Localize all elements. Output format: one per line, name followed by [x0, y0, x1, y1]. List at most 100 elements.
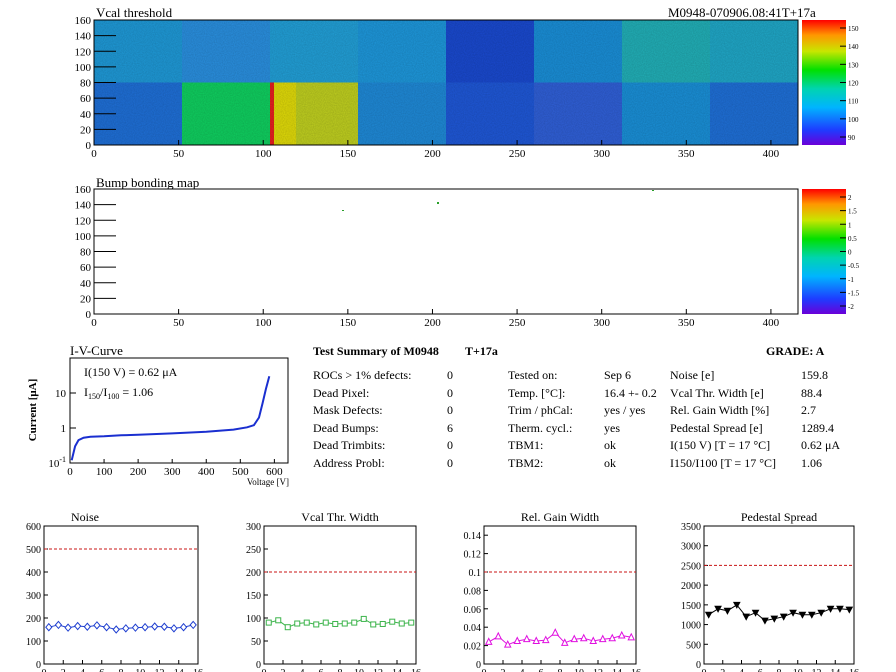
summary-label: TBM2:	[508, 455, 544, 470]
data-point	[532, 636, 541, 644]
palette-tick-label: 150	[848, 25, 859, 33]
x-tick-label: 300	[593, 317, 610, 329]
summary-value: Sep 6	[604, 368, 631, 382]
x-tick-label: 2	[61, 668, 66, 672]
x-tick-label: 2	[281, 668, 286, 672]
data-point	[826, 605, 835, 613]
palette-tick-label: 90	[848, 134, 856, 142]
x-tick-label: 12	[373, 668, 383, 672]
x-tick-label: 14	[830, 668, 840, 672]
bump-map-title: Bump bonding map	[96, 175, 200, 190]
summary-value: ok	[604, 438, 616, 452]
summary-label: Dead Trimbits:	[313, 438, 386, 452]
y-tick-label: 0	[476, 660, 481, 671]
x-tick-label: 6	[99, 668, 104, 672]
summary-value: 0	[447, 368, 453, 382]
y-tick-label: 140	[75, 200, 92, 212]
iv-frame	[69, 357, 289, 464]
x-tick-label: 8	[338, 668, 343, 672]
plot-title: Vcal Thr. Width	[301, 510, 378, 524]
summary-value: 0.62 μA	[801, 438, 841, 452]
y-tick-label: 0	[696, 660, 701, 671]
summary-label: Trim / phCal:	[508, 403, 573, 417]
iv-x-tick-label: 600	[266, 466, 283, 478]
summary-value: 159.8	[801, 368, 828, 382]
summary-label: TBM1:	[508, 438, 544, 452]
y-tick-label: 160	[75, 184, 92, 196]
x-tick-label: 10	[354, 668, 364, 672]
summary-value: 6	[447, 420, 453, 435]
y-tick-label: 50	[251, 637, 261, 648]
y-tick-label: 400	[26, 568, 41, 579]
palette-tick-label: -1.5	[848, 289, 860, 297]
data-point	[102, 622, 111, 632]
x-tick-label: 12	[155, 668, 165, 672]
data-point	[189, 620, 197, 630]
data-point	[817, 609, 826, 617]
y-tick-label: 60	[80, 262, 92, 274]
series-line	[488, 632, 632, 646]
data-point	[723, 607, 732, 615]
y-tick-label: 250	[246, 545, 261, 556]
plot-title: Noise	[71, 510, 99, 524]
map-noise-texture	[94, 20, 798, 145]
data-point	[560, 638, 569, 646]
y-tick-label: 3500	[681, 522, 701, 533]
palette-tick-label: 110	[848, 98, 859, 106]
pedestal-spread-plot: Pedestal Spread 0 2 4 6 8 10 12 14 16 0 500 1000 1500…	[681, 510, 859, 672]
data-point	[151, 622, 159, 631]
x-tick-label: 6	[319, 668, 324, 672]
x-tick-label: 350	[678, 317, 695, 329]
iv-x-tick-label: 200	[130, 466, 147, 478]
palette-tick-label: -0.5	[848, 262, 860, 270]
palette-tick-label: -1	[848, 276, 854, 284]
x-tick-label: 6	[758, 668, 763, 672]
y-tick-label: 0.06	[464, 605, 482, 616]
summary-value: 0	[447, 438, 453, 452]
dead-bump-pixel	[437, 202, 439, 204]
y-tick-label: 60	[80, 93, 92, 105]
data-point	[836, 605, 844, 613]
dead-bump-pixel	[342, 210, 344, 211]
summary-label: Vcal Thr. Width [e]	[670, 385, 764, 400]
summary-value: yes / yes	[604, 403, 646, 417]
data-point	[598, 634, 607, 643]
data-point	[714, 605, 722, 613]
plot-frame	[703, 525, 855, 665]
data-point	[160, 622, 168, 632]
data-point	[408, 619, 415, 626]
data-point	[303, 619, 310, 626]
y-tick-label: 2500	[681, 561, 701, 572]
y-tick-label: 0.14	[464, 531, 482, 542]
summary-value: 0	[447, 403, 453, 417]
y-tick-label: 500	[686, 640, 701, 651]
data-point	[398, 620, 405, 627]
y-tick-label: 0.12	[464, 550, 482, 561]
data-point	[732, 601, 741, 609]
iv-curve-line	[70, 376, 271, 461]
x-tick-label: 50	[173, 317, 185, 329]
bump-bonding-map: 0 50 100 150 200 250 300 350 4000204060801001201…	[75, 184, 860, 329]
summary-title: Test Summary of M0948	[313, 344, 439, 358]
data-point	[351, 619, 358, 626]
bump-color-palette	[802, 189, 846, 314]
x-tick-label: 150	[340, 148, 357, 160]
vcal-threshold-title: Vcal threshold	[96, 5, 173, 20]
y-tick-label: 120	[75, 46, 92, 58]
x-tick-label: 8	[558, 668, 563, 672]
y-tick-label: 0	[86, 140, 92, 152]
data-point	[389, 618, 396, 625]
y-tick-label: 600	[26, 522, 41, 533]
plot-frame	[43, 525, 199, 665]
y-tick-label: 100	[26, 637, 41, 648]
x-tick-label: 4	[80, 668, 85, 672]
x-tick-label: 12	[812, 668, 822, 672]
y-tick-label: 100	[75, 62, 92, 74]
data-point	[617, 630, 626, 639]
data-point	[83, 622, 91, 632]
y-tick-label: 200	[26, 614, 41, 625]
data-point	[513, 636, 522, 644]
data-point	[370, 621, 377, 628]
data-point	[275, 617, 282, 624]
summary-value: 88.4	[801, 385, 822, 400]
